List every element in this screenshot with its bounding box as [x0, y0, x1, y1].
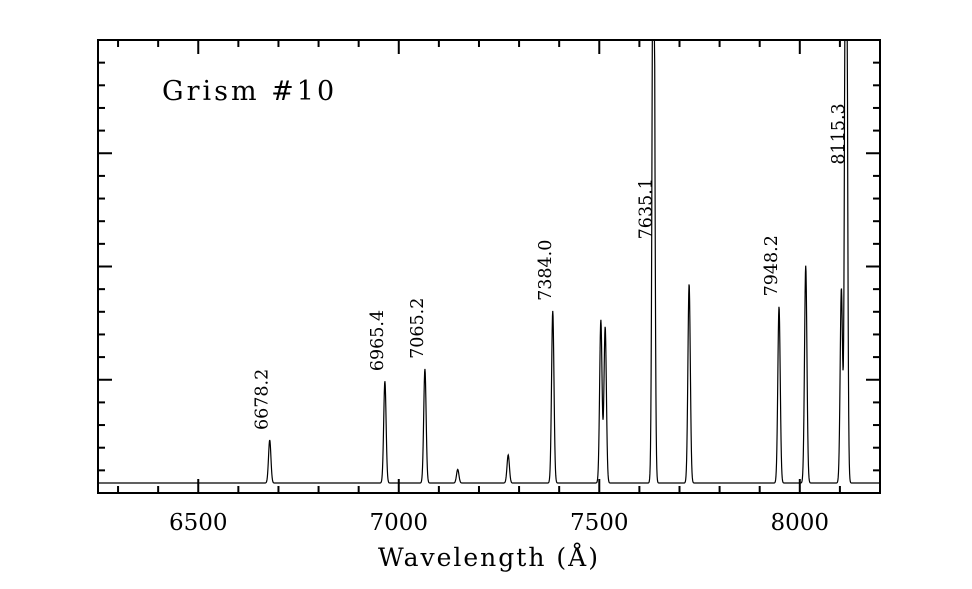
spectral-line-label: 7635.1	[636, 178, 656, 239]
x-tick-label: 7000	[369, 510, 428, 536]
spectral-line-label: 7948.2	[762, 235, 782, 296]
spectral-line-label: 7384.0	[536, 240, 556, 301]
spectrum-trace	[98, 39, 880, 484]
spectral-line-label: 8115.3	[829, 103, 849, 164]
x-tick-label: 7500	[570, 510, 629, 536]
spectral-line-label: 7065.2	[408, 298, 428, 359]
x-axis-label: Wavelength (Å)	[378, 543, 600, 572]
chart-title: Grism #10	[162, 76, 338, 107]
spectral-line-label: 6965.4	[368, 310, 388, 371]
x-tick-label: 8000	[771, 510, 830, 536]
x-tick-label: 6500	[169, 510, 228, 536]
spectral-line-label: 6678.2	[253, 369, 273, 430]
